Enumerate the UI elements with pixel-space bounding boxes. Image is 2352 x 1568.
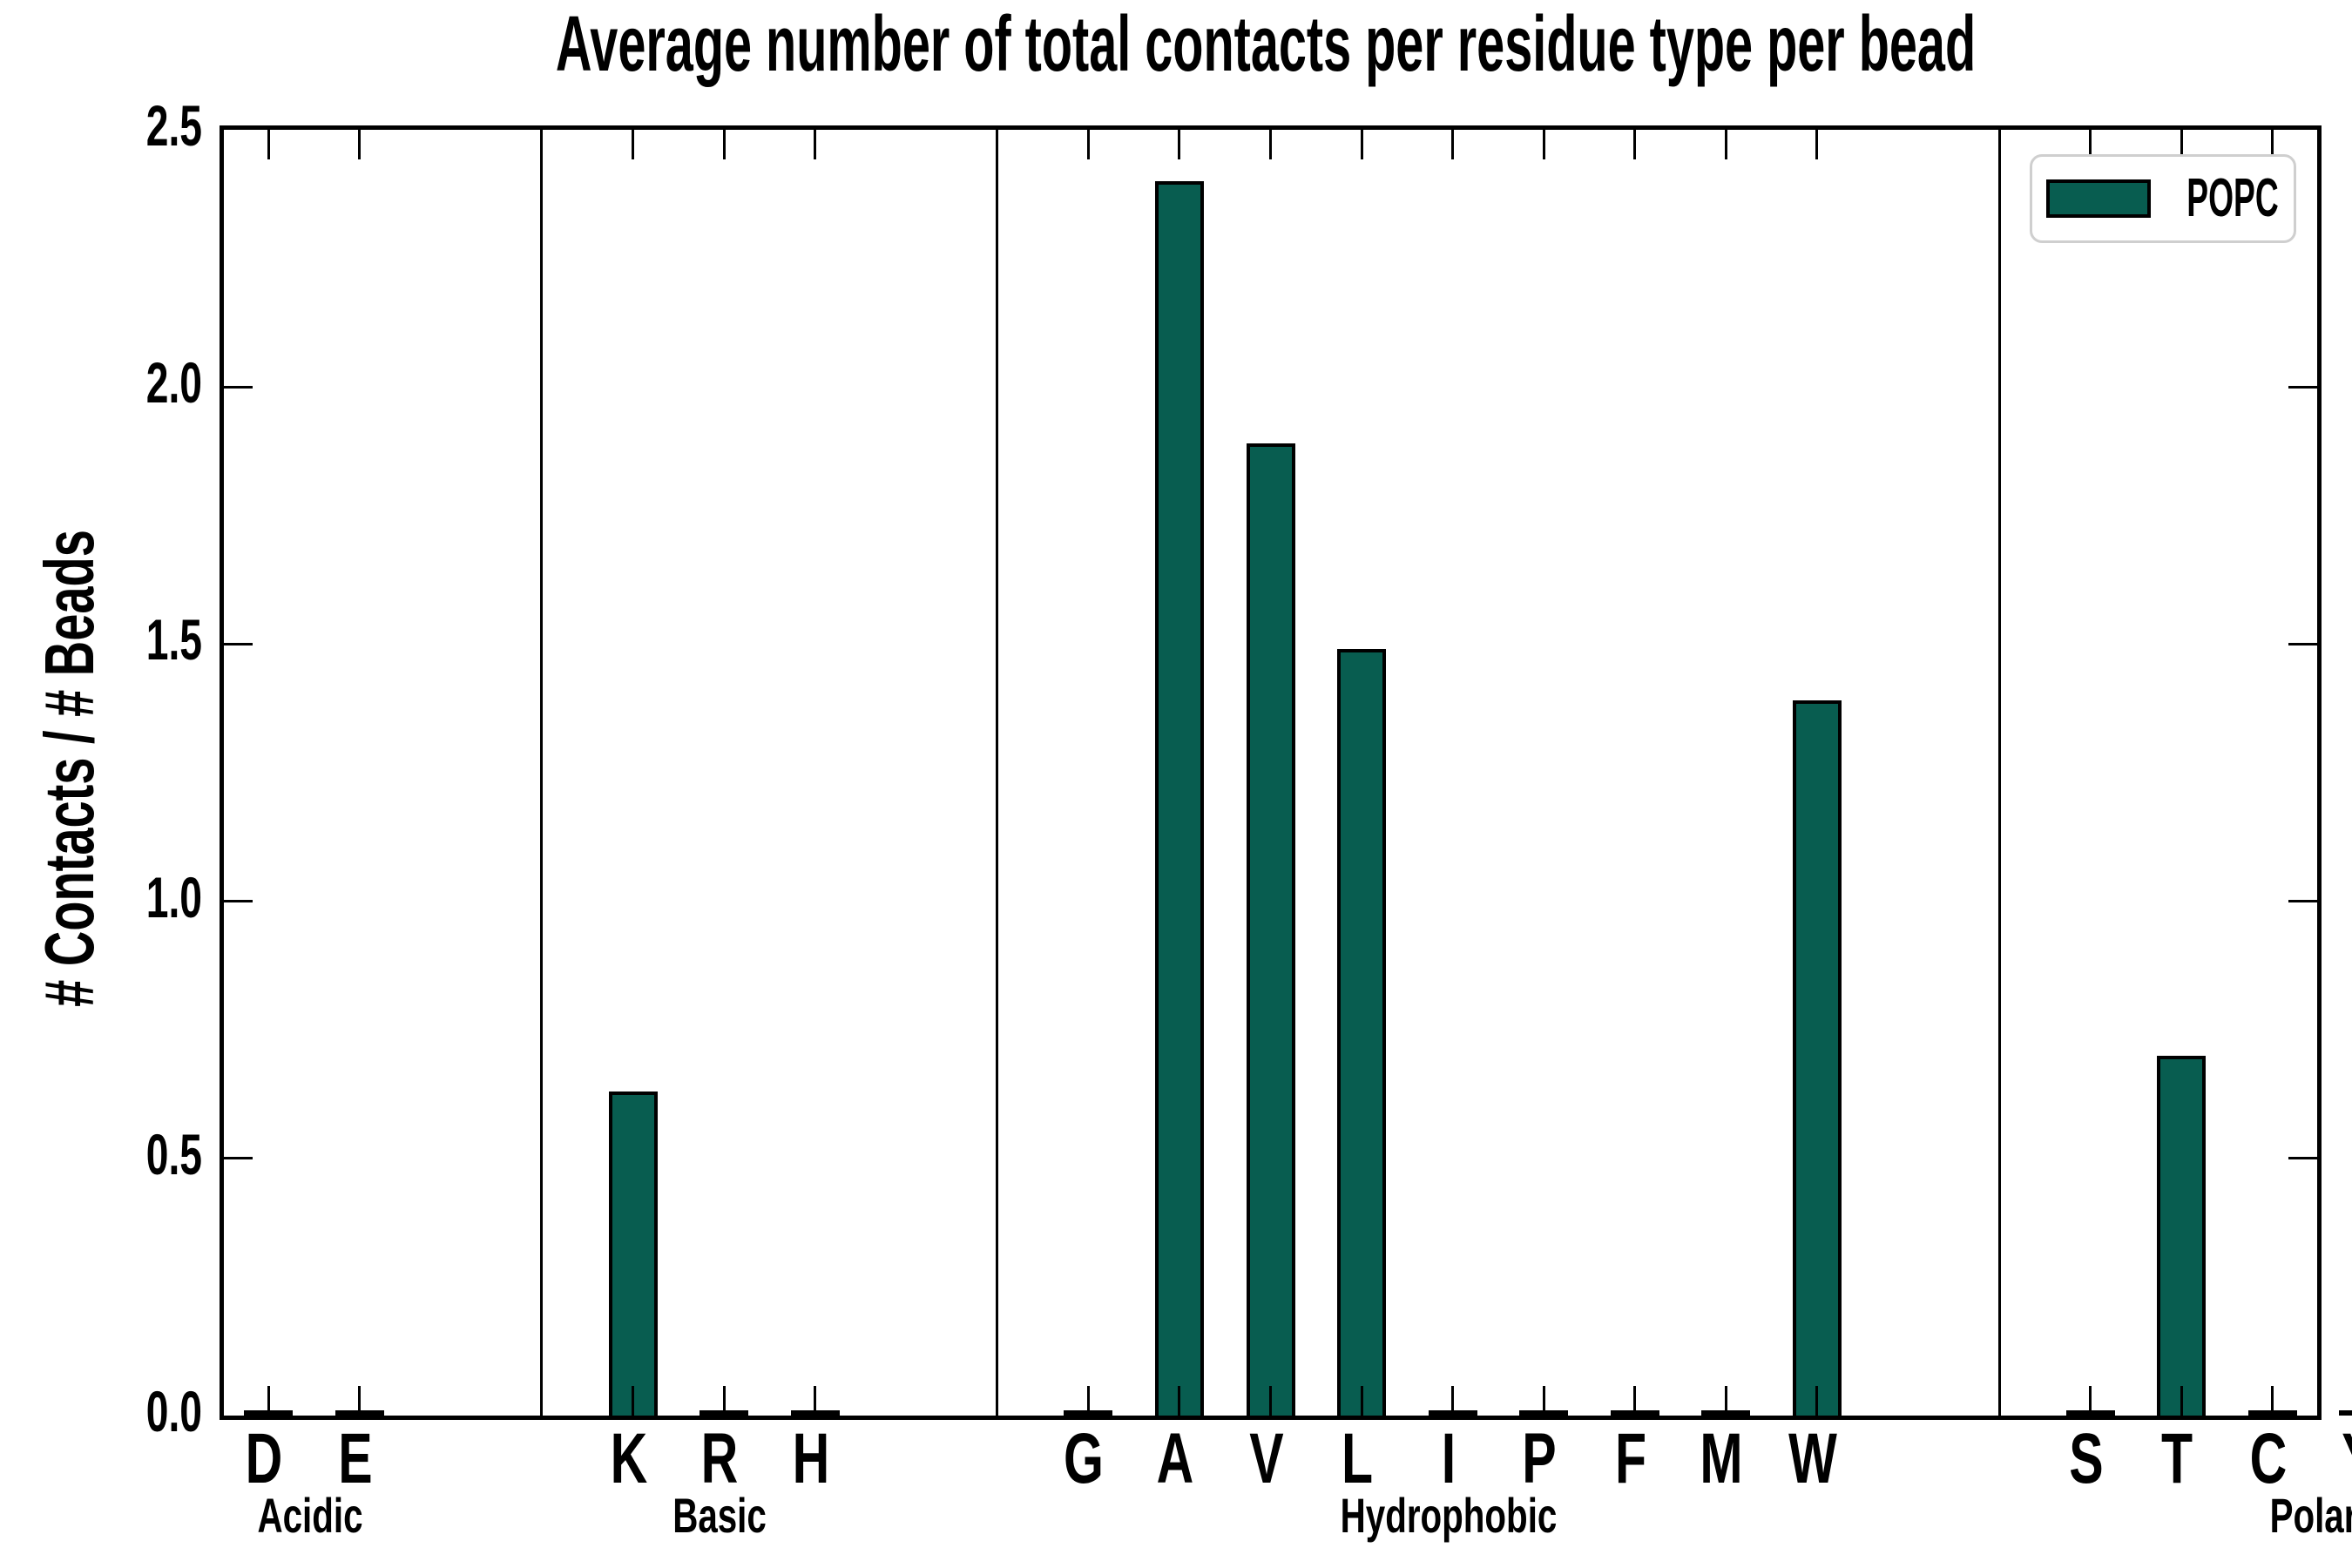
y-tick-left-1.0 bbox=[224, 900, 253, 903]
y-tick-right-1.5 bbox=[2288, 642, 2317, 645]
y-axis-label: # Contacts / # Beads bbox=[30, 530, 108, 1007]
legend: POPC bbox=[2030, 154, 2296, 243]
y-tick-left-1.5 bbox=[224, 642, 253, 645]
x-tick-bottom-H bbox=[814, 1386, 817, 1416]
x-tick-top-M bbox=[1724, 130, 1727, 159]
x-tick-bottom-W bbox=[1815, 1386, 1819, 1416]
group-label-basic: Basic bbox=[672, 1488, 767, 1543]
x-tick-bottom-G bbox=[1086, 1386, 1090, 1416]
x-tick-top-C bbox=[2271, 130, 2274, 159]
x-tick-top-S bbox=[2089, 130, 2092, 159]
x-tick-top-F bbox=[1633, 130, 1637, 159]
bar-K bbox=[608, 1092, 658, 1416]
chart-title: Average number of total contacts per res… bbox=[555, 1, 1977, 88]
x-tick-label-R: R bbox=[700, 1419, 739, 1498]
x-tick-top-H bbox=[814, 130, 817, 159]
y-tick-right-0.5 bbox=[2288, 1157, 2317, 1160]
x-tick-bottom-K bbox=[632, 1386, 635, 1416]
x-tick-label-I: I bbox=[1441, 1419, 1456, 1498]
x-tick-bottom-L bbox=[1360, 1386, 1363, 1416]
x-tick-label-G: G bbox=[1064, 1419, 1105, 1498]
group-label-polar: Polar bbox=[2269, 1488, 2352, 1543]
y-tick-label-0.0: 0.0 bbox=[145, 1379, 202, 1443]
y-tick-label-1.5: 1.5 bbox=[145, 607, 202, 672]
x-tick-top-T bbox=[2180, 130, 2183, 159]
x-tick-top-A bbox=[1178, 130, 1181, 159]
y-tick-label-1.0: 1.0 bbox=[145, 864, 202, 929]
x-tick-label-L: L bbox=[1342, 1419, 1374, 1498]
x-tick-bottom-R bbox=[722, 1386, 726, 1416]
x-tick-top-P bbox=[1542, 130, 1545, 159]
x-tick-label-W: W bbox=[1788, 1419, 1837, 1498]
x-tick-top-L bbox=[1360, 130, 1363, 159]
group-label-hydrophobic: Hydrophobic bbox=[1340, 1488, 1557, 1543]
group-separator bbox=[540, 130, 544, 1416]
legend-swatch bbox=[2046, 179, 2151, 218]
y-tick-left-0.5 bbox=[224, 1157, 253, 1160]
y-tick-left-2.0 bbox=[224, 385, 253, 389]
x-tick-label-Y: Y bbox=[2342, 1423, 2352, 1495]
x-tick-bottom-D bbox=[267, 1386, 270, 1416]
x-tick-label-K: K bbox=[610, 1419, 647, 1498]
x-tick-top-V bbox=[1269, 130, 1272, 159]
x-tick-bottom-M bbox=[1724, 1386, 1727, 1416]
bar-W bbox=[1792, 700, 1842, 1416]
group-label-acidic: Acidic bbox=[257, 1488, 363, 1543]
x-tick-top-R bbox=[722, 130, 726, 159]
x-tick-label-S: S bbox=[2068, 1419, 2104, 1498]
x-tick-top-I bbox=[1451, 130, 1455, 159]
x-tick-top-E bbox=[358, 130, 362, 159]
bar-L bbox=[1337, 649, 1387, 1416]
x-tick-label-D: D bbox=[245, 1419, 283, 1498]
bar-Y bbox=[2339, 1410, 2352, 1416]
y-tick-right-2.0 bbox=[2288, 385, 2317, 389]
x-tick-bottom-E bbox=[358, 1386, 362, 1416]
x-tick-label-F: F bbox=[1614, 1419, 1646, 1498]
x-tick-label-C: C bbox=[2249, 1419, 2288, 1498]
x-tick-top-D bbox=[267, 130, 270, 159]
x-tick-label-M: M bbox=[1700, 1419, 1743, 1498]
x-tick-top-K bbox=[632, 130, 635, 159]
plot-area: POPC bbox=[220, 125, 2352, 1420]
x-tick-bottom-V bbox=[1269, 1386, 1272, 1416]
y-tick-label-2.0: 2.0 bbox=[145, 350, 202, 416]
x-tick-label-P: P bbox=[1522, 1419, 1557, 1498]
x-tick-bottom-P bbox=[1542, 1386, 1545, 1416]
x-tick-bottom-S bbox=[2089, 1386, 2092, 1416]
y-tick-label-2.5: 2.5 bbox=[145, 93, 202, 158]
group-separator bbox=[996, 130, 999, 1416]
x-tick-bottom-I bbox=[1451, 1386, 1455, 1416]
y-tick-label-0.5: 0.5 bbox=[145, 1121, 202, 1186]
x-tick-bottom-T bbox=[2180, 1386, 2183, 1416]
x-tick-bottom-F bbox=[1633, 1386, 1637, 1416]
x-tick-label-H: H bbox=[792, 1419, 829, 1498]
x-tick-label-T: T bbox=[2161, 1419, 2193, 1498]
x-tick-label-E: E bbox=[338, 1419, 373, 1498]
legend-label: POPC bbox=[2186, 168, 2279, 228]
bar-T bbox=[2157, 1056, 2207, 1416]
x-tick-bottom-C bbox=[2271, 1386, 2274, 1416]
x-tick-label-A: A bbox=[1156, 1419, 1194, 1498]
y-tick-right-1.0 bbox=[2288, 900, 2317, 903]
x-tick-bottom-A bbox=[1178, 1386, 1181, 1416]
bar-A bbox=[1154, 181, 1204, 1416]
group-separator bbox=[1997, 130, 2001, 1416]
x-tick-top-W bbox=[1815, 130, 1819, 159]
x-tick-top-G bbox=[1086, 130, 1090, 159]
bar-V bbox=[1246, 443, 1295, 1416]
x-tick-label-V: V bbox=[1248, 1419, 1284, 1498]
